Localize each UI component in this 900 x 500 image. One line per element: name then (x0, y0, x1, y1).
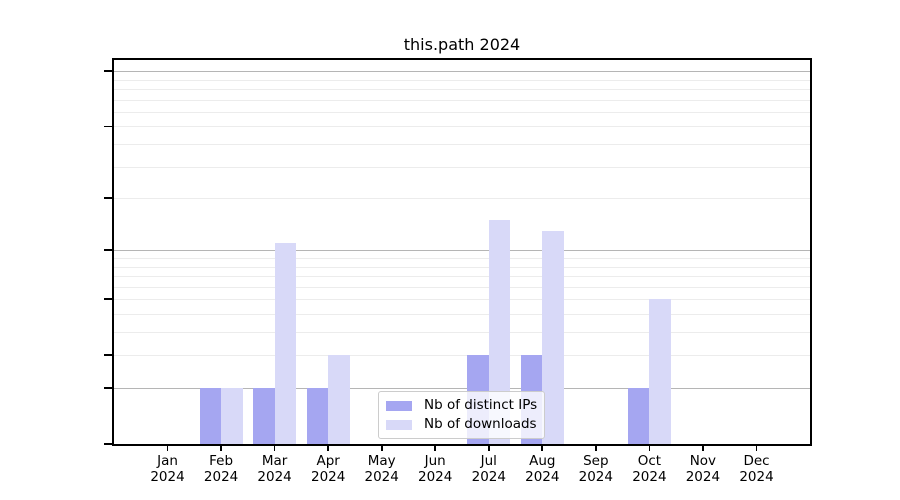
x-tick-mark (702, 446, 704, 451)
x-tick-mark (594, 446, 597, 451)
x-tick-label: May 2024 (364, 453, 399, 485)
x-tick-label: Jun 2024 (418, 453, 453, 485)
minor-gridline (114, 126, 810, 128)
x-tick-label: Aug 2024 (525, 453, 560, 485)
y-tick-mark (104, 354, 112, 357)
bar-ips-feb (199, 388, 222, 444)
y-tick-mark (104, 298, 112, 301)
minor-gridline (114, 314, 810, 315)
bar-ips-apr (306, 388, 329, 444)
x-tick-mark (327, 446, 330, 451)
bar-ips-mar (253, 388, 275, 444)
minor-gridline (114, 286, 810, 288)
chart-title: this.path 2024 (403, 35, 521, 54)
x-tick-label: Jul 2024 (471, 453, 506, 485)
x-tick-mark (380, 446, 383, 451)
x-tick-mark (220, 446, 222, 451)
y-tick-mark (104, 249, 112, 252)
bar-downloads-aug (542, 230, 564, 444)
y-tick-mark (104, 70, 112, 73)
legend-swatch-downloads (386, 419, 412, 430)
legend-item-distinct-ips: Nb of distinct IPs (386, 398, 539, 413)
plot-area (114, 60, 810, 444)
x-tick-mark (434, 446, 437, 451)
x-tick-label: Dec 2024 (739, 453, 774, 485)
y-tick-mark (104, 197, 112, 199)
y-tick-mark (104, 443, 112, 445)
x-tick-mark (166, 446, 169, 451)
bar-downloads-feb (221, 388, 243, 444)
bar-downloads-mar (274, 243, 297, 444)
y-tick-mark (104, 125, 112, 128)
x-tick-mark (755, 446, 758, 451)
minor-gridline (114, 266, 810, 268)
legend-label-downloads: Nb of downloads (424, 416, 537, 432)
bar-ips-oct (627, 388, 650, 444)
bar-downloads-apr (328, 355, 350, 444)
x-tick-label: Feb 2024 (203, 453, 239, 485)
minor-gridline (114, 89, 810, 90)
x-tick-label: Sep 2024 (578, 453, 613, 485)
x-tick-label: Jan 2024 (150, 453, 185, 485)
minor-gridline (114, 198, 810, 200)
x-tick-label: Mar 2024 (257, 453, 292, 485)
minor-gridline (114, 79, 810, 81)
minor-gridline (114, 166, 810, 168)
x-tick-label: Apr 2024 (311, 453, 346, 485)
minor-gridline (114, 332, 810, 333)
x-tick-mark (541, 446, 544, 451)
minor-gridline (114, 258, 810, 259)
major-gridline (114, 388, 810, 389)
x-tick-label: Nov 2024 (685, 453, 721, 485)
x-tick-mark (487, 446, 490, 451)
y-tick-mark (104, 387, 112, 389)
minor-gridline (114, 99, 810, 101)
x-tick-mark (648, 446, 651, 451)
minor-gridline (114, 355, 810, 357)
bar-downloads-oct (649, 299, 671, 444)
x-tick-label: Oct 2024 (632, 453, 667, 485)
legend-item-downloads: Nb of downloads (386, 417, 539, 432)
bar-downloads-jul (488, 220, 511, 444)
legend-label-distinct-ips: Nb of distinct IPs (424, 397, 538, 413)
x-tick-mark (273, 446, 276, 451)
legend-swatch-distinct-ips (386, 400, 412, 411)
major-gridline (114, 71, 810, 73)
minor-gridline (114, 299, 810, 301)
minor-gridline (114, 111, 810, 113)
major-gridline (114, 250, 810, 252)
minor-gridline (114, 144, 810, 145)
legend: Nb of distinct IPs Nb of downloads (378, 391, 545, 439)
minor-gridline (114, 276, 810, 277)
